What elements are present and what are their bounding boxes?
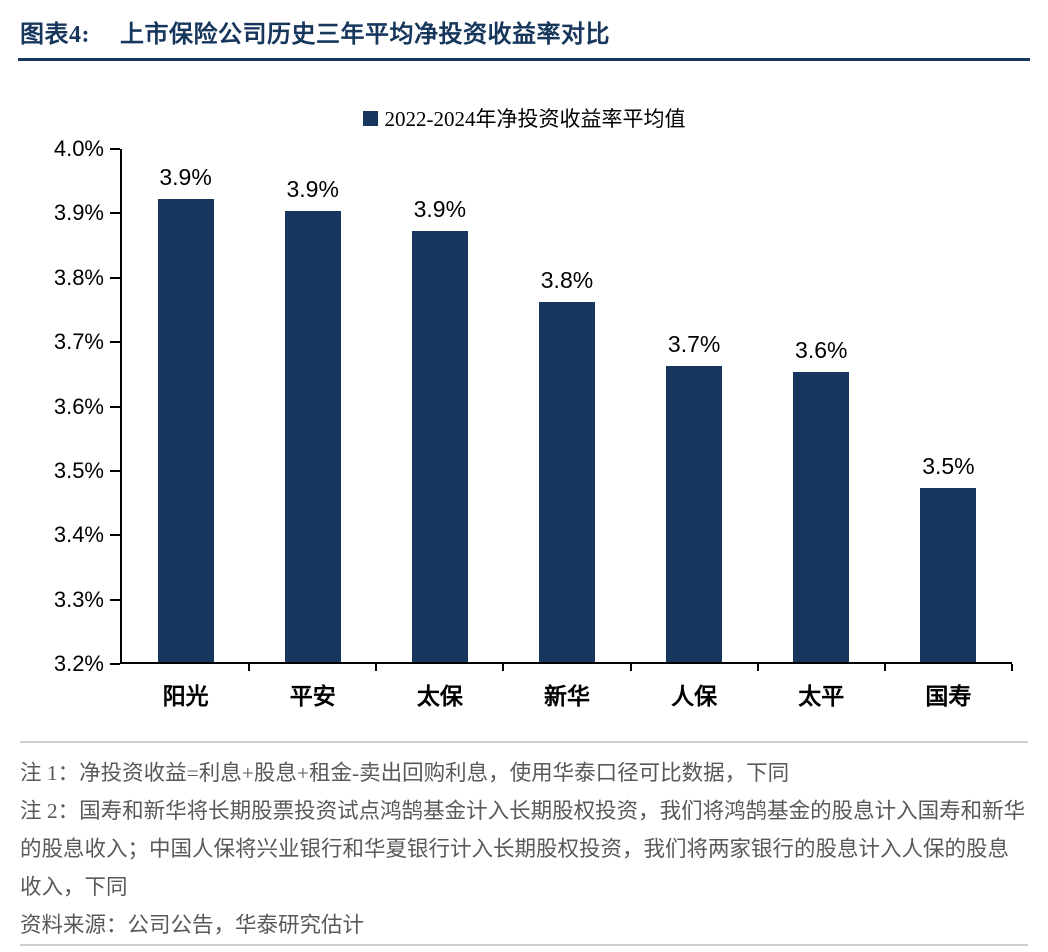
chart-body: 4.0% 3.9% 3.8% 3.7% 3.6% 3.5% 3.4% 3.3% 3.2% 3.9… (28, 136, 1012, 676)
bar-value-label: 3.9% (413, 195, 467, 222)
y-tick-label: 3.7% (53, 329, 104, 355)
notes-section: 注 1：净投资收益=利息+股息+租金-卖出回购利息，使用华泰口径可比数据，下同 … (20, 741, 1028, 944)
bar (920, 488, 977, 662)
bar (666, 365, 723, 662)
y-tick-label: 3.2% (53, 651, 104, 676)
y-axis: 4.0% 3.9% 3.8% 3.7% 3.6% 3.5% 3.4% 3.3% 3.2% (28, 136, 120, 676)
bar-slot: 3.8% (503, 149, 630, 662)
y-tick-label: 3.8% (53, 264, 104, 290)
bar (411, 230, 468, 662)
bar (538, 301, 595, 662)
figure-title: 上市保险公司历史三年平均净投资收益率对比 (120, 22, 610, 48)
bar (284, 211, 341, 662)
bar-slot: 3.5% (885, 149, 1012, 662)
bottom-divider (20, 944, 1028, 946)
legend-label: 2022-2024年净投资收益率平均值 (384, 107, 686, 131)
x-category-label: 平安 (249, 664, 378, 711)
bar-value-label: 3.5% (922, 453, 975, 480)
bar (157, 198, 214, 662)
bar-slot: 3.7% (631, 149, 758, 662)
bar-value-label: 3.9% (159, 163, 212, 190)
plot-area: 3.9% 3.9% 3.9% 3.8% 3.7% 3.6% 3.5% (120, 149, 1012, 664)
bar (793, 372, 850, 662)
bar-value-label: 3.7% (667, 330, 721, 357)
legend-swatch-icon (362, 110, 378, 126)
bar-value-label: 3.9% (286, 176, 339, 203)
chart-legend: 2022-2024年净投资收益率平均值 (0, 103, 1048, 133)
bar-slot: 3.9% (122, 149, 249, 662)
y-tick-label: 3.4% (53, 522, 104, 548)
note-1: 注 1：净投资收益=利息+股息+租金-卖出回购利息，使用华泰口径可比数据，下同 (20, 761, 790, 785)
y-tick-label: 3.3% (53, 586, 104, 612)
bar-value-label: 3.6% (795, 337, 848, 364)
x-category-label: 人保 (631, 664, 759, 711)
header-divider (18, 58, 1030, 61)
y-tick-label: 3.6% (53, 393, 104, 419)
x-category-label: 阳光 (122, 664, 251, 711)
figure-header: 图表4: 上市保险公司历史三年平均净投资收益率对比 (0, 0, 1048, 49)
note-2: 注 2：国寿和新华将长期股票投资试点鸿鹄基金计入长期股权投资，我们将鸿鹄基金的股… (20, 799, 1026, 899)
x-category-label: 太保 (376, 664, 505, 711)
source-note: 资料来源：公司公告，华泰研究估计 (20, 913, 365, 937)
figure-label: 图表4: (20, 22, 90, 48)
x-axis-labels: 阳光 平安 太保 新华 人保 太平 国寿 (122, 664, 1014, 711)
y-tick-label: 3.5% (53, 457, 104, 483)
bar-value-label: 3.8% (540, 266, 594, 293)
bar-slot: 3.9% (249, 149, 376, 662)
y-tick-label: 4.0% (53, 136, 104, 161)
x-category-label: 国寿 (885, 664, 1014, 711)
x-category-label: 新华 (503, 664, 632, 711)
bar-slot: 3.6% (758, 149, 885, 662)
bar-slot: 3.9% (376, 149, 503, 662)
x-category-label: 太平 (758, 664, 886, 711)
y-tick-label: 3.9% (53, 200, 104, 226)
bar-chart: 4.0% 3.9% 3.8% 3.7% 3.6% 3.5% 3.4% 3.3% 3.2% 3.9… (28, 136, 1014, 711)
